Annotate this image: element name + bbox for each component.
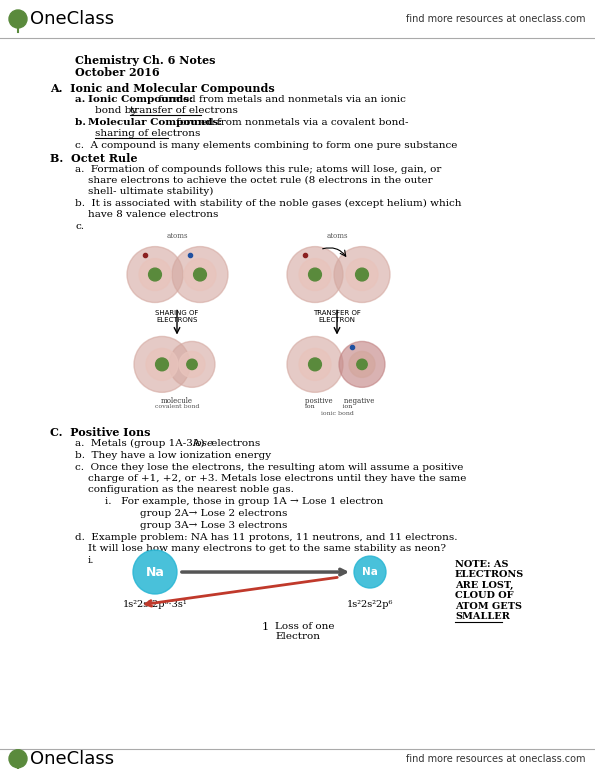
Circle shape [193, 268, 206, 281]
Text: c.  Once they lose the electrons, the resulting atom will assume a positive: c. Once they lose the electrons, the res… [75, 464, 464, 472]
Text: molecule: molecule [161, 397, 193, 405]
Text: i.: i. [88, 556, 95, 565]
Text: atoms: atoms [326, 232, 347, 239]
Text: sharing of electrons: sharing of electrons [95, 129, 201, 138]
Circle shape [356, 268, 368, 281]
Text: NOTE: AS
ELECTRONS
ARE LOST,
CLOUD OF
ATOM GETS
SMALLER: NOTE: AS ELECTRONS ARE LOST, CLOUD OF AT… [455, 560, 524, 621]
Circle shape [309, 268, 321, 281]
Text: b.  It is associated with stability of the noble gases (except helium) which: b. It is associated with stability of th… [75, 199, 462, 208]
Circle shape [134, 336, 190, 393]
Text: B.  Octet Rule: B. Octet Rule [50, 152, 137, 164]
Text: find more resources at oneclass.com: find more resources at oneclass.com [406, 14, 585, 24]
Text: 1: 1 [261, 622, 268, 632]
Circle shape [309, 358, 321, 371]
Text: Ionic Compounds:: Ionic Compounds: [88, 95, 193, 104]
Text: c.: c. [75, 222, 84, 231]
Circle shape [149, 268, 161, 281]
Text: i.   For example, those in group 1A → Lose 1 electron: i. For example, those in group 1A → Lose… [105, 497, 383, 506]
Text: b.  They have a low ionization energy: b. They have a low ionization energy [75, 451, 271, 460]
Text: SHARING OF
ELECTRONS: SHARING OF ELECTRONS [155, 310, 199, 323]
Circle shape [354, 556, 386, 588]
Text: configuration as the nearest noble gas.: configuration as the nearest noble gas. [88, 485, 294, 494]
Text: October 2016: October 2016 [75, 67, 159, 78]
Text: Na: Na [146, 565, 164, 578]
Circle shape [9, 750, 27, 768]
Text: find more resources at oneclass.com: find more resources at oneclass.com [406, 754, 585, 764]
Circle shape [184, 259, 216, 290]
Circle shape [127, 246, 183, 303]
Text: Chemistry Ch. 6 Notes: Chemistry Ch. 6 Notes [75, 55, 215, 66]
Text: positive     negative: positive negative [305, 397, 374, 405]
Text: formed from nonmetals via a covalent bond-: formed from nonmetals via a covalent bon… [173, 118, 409, 127]
Text: lose: lose [193, 439, 214, 448]
Text: 1s²2s²2p⁶·3s¹: 1s²2s²2p⁶·3s¹ [123, 600, 187, 609]
Text: OneClass: OneClass [30, 750, 114, 768]
Circle shape [346, 259, 378, 290]
Circle shape [357, 359, 367, 370]
Text: a.: a. [75, 95, 93, 104]
Circle shape [334, 246, 390, 303]
Circle shape [339, 341, 385, 387]
Text: ion              ion: ion ion [305, 404, 352, 410]
Text: C.  Positive Ions: C. Positive Ions [50, 427, 151, 438]
Text: charge of +1, +2, or +3. Metals lose electrons until they have the same: charge of +1, +2, or +3. Metals lose ele… [88, 474, 466, 484]
Circle shape [133, 550, 177, 594]
Text: shell- ultimate stability): shell- ultimate stability) [88, 186, 214, 196]
Text: Na: Na [362, 567, 378, 577]
Text: transfer of electrons: transfer of electrons [130, 105, 238, 115]
Circle shape [299, 348, 331, 380]
Circle shape [287, 336, 343, 393]
Text: atoms: atoms [166, 232, 188, 239]
Text: covalent bond: covalent bond [155, 404, 199, 410]
Text: bond by: bond by [95, 105, 140, 115]
Circle shape [146, 348, 178, 380]
Circle shape [179, 351, 205, 377]
Circle shape [349, 351, 375, 377]
Text: group 2A→ Lose 2 electrons: group 2A→ Lose 2 electrons [140, 509, 287, 518]
Text: c.  A compound is many elements combining to form one pure substance: c. A compound is many elements combining… [75, 141, 458, 149]
Circle shape [9, 10, 27, 28]
Circle shape [139, 259, 171, 290]
Text: group 3A→ Lose 3 electrons: group 3A→ Lose 3 electrons [140, 521, 287, 530]
Text: formed from metals and nonmetals via an ionic: formed from metals and nonmetals via an … [155, 95, 406, 104]
Text: have 8 valence electrons: have 8 valence electrons [88, 209, 218, 219]
Text: b.: b. [75, 118, 93, 127]
Text: share electrons to achieve the octet rule (8 electrons in the outer: share electrons to achieve the octet rul… [88, 176, 433, 185]
Text: d.  Example problem: NA has 11 protons, 11 neutrons, and 11 electrons.: d. Example problem: NA has 11 protons, 1… [75, 533, 458, 542]
Text: electrons: electrons [208, 439, 260, 448]
Text: TRANSFER OF
ELECTRON: TRANSFER OF ELECTRON [313, 310, 361, 323]
Circle shape [187, 359, 197, 370]
Text: ionic bond: ionic bond [321, 411, 353, 417]
Text: OneClass: OneClass [30, 10, 114, 28]
Text: Molecular Compounds:: Molecular Compounds: [88, 118, 222, 127]
Circle shape [287, 246, 343, 303]
Text: 1s²2s²2p⁶: 1s²2s²2p⁶ [347, 600, 393, 609]
Circle shape [299, 259, 331, 290]
Text: a.  Metals (group 1A-3A): a. Metals (group 1A-3A) [75, 439, 208, 448]
Text: It will lose how many electrons to get to the same stability as neon?: It will lose how many electrons to get t… [88, 544, 446, 553]
Text: Loss of one
Electron: Loss of one Electron [275, 622, 334, 641]
Circle shape [169, 341, 215, 387]
Circle shape [156, 358, 168, 371]
Circle shape [172, 246, 228, 303]
Text: A.  Ionic and Molecular Compounds: A. Ionic and Molecular Compounds [50, 83, 275, 94]
Text: a.  Formation of compounds follows this rule; atoms will lose, gain, or: a. Formation of compounds follows this r… [75, 165, 441, 174]
